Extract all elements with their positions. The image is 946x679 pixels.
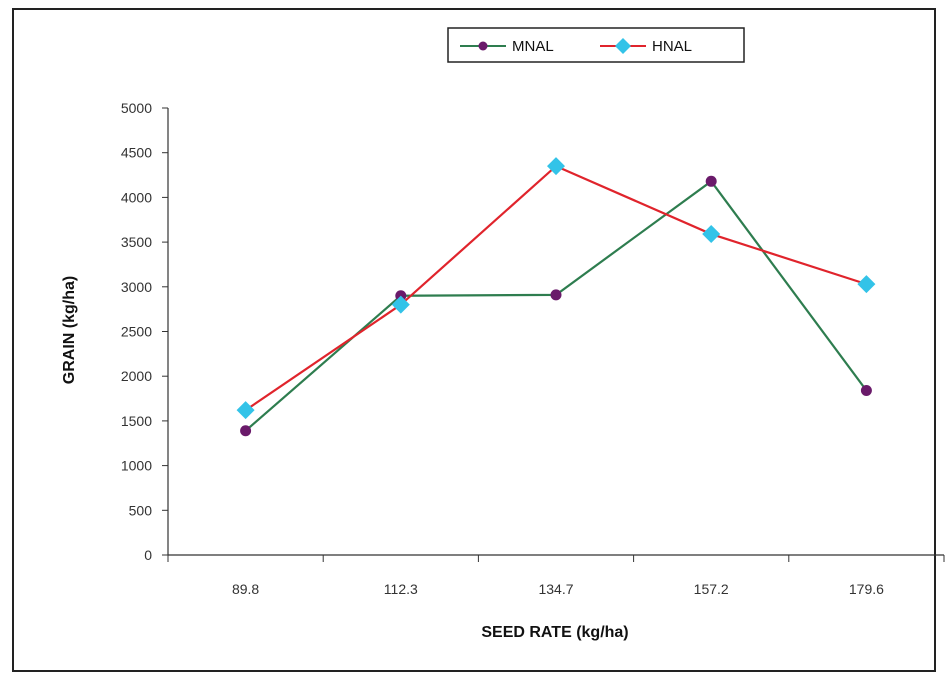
point-hnal bbox=[391, 295, 410, 314]
point-hnal bbox=[236, 401, 255, 420]
point-mnal bbox=[550, 289, 562, 301]
axes bbox=[162, 107, 945, 562]
series-line-mnal bbox=[244, 179, 868, 432]
point-mnal bbox=[705, 175, 717, 187]
legend-marker-mnal bbox=[478, 41, 488, 51]
point-hnal bbox=[547, 157, 565, 176]
x-tick-label: 179.6 bbox=[849, 581, 884, 597]
x-axis-title: SEED RATE (kg/ha) bbox=[481, 624, 628, 641]
y-tick-label: 4000 bbox=[121, 189, 152, 205]
y-tick-label: 3500 bbox=[121, 234, 152, 250]
y-tick-label: 1500 bbox=[121, 413, 152, 429]
y-tick-label: 3000 bbox=[121, 279, 152, 295]
x-tick-label: 89.8 bbox=[232, 581, 259, 597]
series-line-hnal bbox=[244, 164, 867, 412]
y-tick-label: 5000 bbox=[121, 100, 152, 116]
y-tick-label: 2000 bbox=[121, 368, 152, 384]
point-hnal bbox=[702, 225, 721, 244]
point-mnal bbox=[240, 425, 252, 437]
point-hnal bbox=[857, 275, 876, 294]
y-axis-title: GRAIN (kg/ha) bbox=[61, 276, 78, 384]
y-tick-label: 1000 bbox=[121, 458, 152, 474]
legend-label-hnal: HNAL bbox=[652, 38, 692, 55]
legend: MNAL HNAL bbox=[447, 27, 745, 63]
x-tick-label: 112.3 bbox=[384, 581, 418, 597]
series-group bbox=[236, 157, 876, 437]
tick-labels: 0 500 1000 1500 2000 2500 3000 3500 4000 4500 5000… bbox=[121, 100, 884, 597]
y-tick-label: 0 bbox=[144, 547, 152, 563]
y-tick-label: 500 bbox=[129, 502, 153, 518]
x-tick-label: 134.7 bbox=[538, 581, 573, 597]
chart-frame bbox=[12, 8, 936, 672]
y-tick-label: 2500 bbox=[121, 324, 152, 340]
y-tick-label: 4500 bbox=[121, 145, 152, 161]
x-tick-label: 157.2 bbox=[694, 581, 729, 597]
legend-label-mnal: MNAL bbox=[512, 38, 554, 55]
legend-marker-hnal bbox=[615, 38, 631, 54]
point-mnal bbox=[860, 385, 872, 397]
